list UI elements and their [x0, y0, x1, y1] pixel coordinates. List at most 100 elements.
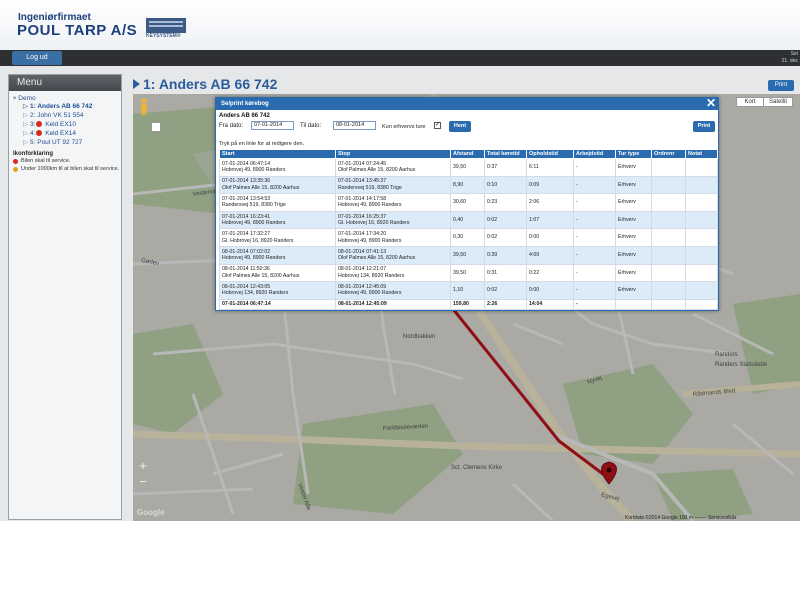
distance-cell: 39,50: [450, 263, 485, 283]
order-number-cell: [651, 263, 686, 283]
map-park: [563, 364, 693, 464]
total-empty-cell: [651, 298, 686, 310]
total-empty-cell: [615, 298, 652, 310]
zoom-out-button[interactable]: −: [139, 474, 147, 489]
trip-row[interactable]: 08-01-2014 12:43:05 Hobrovej 134, 8920 Ra…: [219, 281, 718, 300]
start-address: Olof Palmes Alle 15, 8200 Aarhus: [222, 184, 300, 191]
start-address: Hobrovej 134, 8920 Randers: [222, 290, 289, 297]
to-date-input[interactable]: 08-01-2014: [333, 121, 376, 130]
print-top-button[interactable]: Print: [768, 80, 794, 91]
column-header[interactable]: Stop: [335, 149, 451, 159]
zoom-area-icon[interactable]: [151, 122, 161, 132]
trip-row[interactable]: 08-01-2014 11:50:36 Olof Palmes Alle 15, …: [219, 263, 718, 283]
user-info: Sel 21. dec: [782, 51, 798, 65]
start-time: 08-01-2014 12:43:05: [222, 283, 271, 290]
vehicle-label: Anders AB 66 742: [37, 103, 93, 110]
column-header[interactable]: Ordrenr: [651, 149, 686, 159]
tree-node-icon: ▷: [23, 130, 28, 137]
page-title: 1: Anders AB 66 742: [133, 76, 277, 92]
map-type-satellite-button[interactable]: Satellit: [763, 97, 793, 107]
from-date-input[interactable]: 07-01-2014: [251, 121, 294, 130]
fetch-button[interactable]: Hent: [449, 121, 471, 132]
stay-time-cell: 2:06: [526, 193, 574, 212]
legend-item: Bilen skal til service.: [13, 158, 121, 165]
order-number-cell: [651, 193, 686, 212]
trip-type-cell: Erhverv: [615, 193, 652, 212]
legend-title: Ikonforklaring: [13, 151, 54, 157]
start-address: Randersvej 519, 8380 Trige: [222, 202, 286, 209]
table-header-row: Start Stop Afstand Total køretid Opholdstid A…: [219, 149, 718, 159]
order-number-cell: [651, 281, 686, 300]
distance-cell: 0,30: [450, 228, 485, 247]
drive-time-cell: 0:02: [484, 281, 527, 300]
only-business-checkbox[interactable]: ✓: [434, 122, 441, 129]
edit-instruction: Tryk på en linie for at redigere den.: [219, 141, 305, 147]
pegman-icon[interactable]: [139, 98, 149, 116]
sidebar-vehicle-item[interactable]: ▷ 2: John VK 51 554: [23, 112, 121, 120]
trip-stop-cell: 08-01-2014 12:21:07 Hobrovej 134, 8920 Ra…: [335, 263, 451, 283]
map-road: [133, 430, 800, 458]
column-header[interactable]: Afstand: [450, 149, 485, 159]
column-header[interactable]: Total køretid: [484, 149, 527, 159]
work-time-cell: -: [573, 193, 616, 212]
service-due-icon: [13, 159, 18, 164]
trip-start-cell: 08-01-2014 07:02:02 Hobrovej 49, 8900 Ran…: [219, 245, 336, 265]
sidebar-vehicle-item[interactable]: ▷ 3: Keld EX10: [23, 121, 121, 129]
trip-type-cell: Erhverv: [615, 175, 652, 195]
brand-title: POUL TARP A/S: [17, 22, 138, 39]
trip-start-cell: 08-01-2014 11:50:36 Olof Palmes Alle 15, …: [219, 263, 336, 283]
column-header[interactable]: Tur type: [615, 149, 652, 159]
column-header[interactable]: Arbejdstid: [573, 149, 616, 159]
sidebar-vehicle-item[interactable]: ▷ 1: Anders AB 66 742: [23, 103, 121, 111]
map-label: Egevej: [600, 492, 619, 503]
route-end-marker-icon[interactable]: [601, 461, 617, 485]
map-label: Nyvej: [587, 375, 603, 386]
map-label: Sct. Clemens Kirke: [451, 465, 503, 471]
trip-stop-cell: 07-01-2014 07:24:45 Olof Palmes Alle 15, …: [335, 158, 451, 177]
sidebar: Menu ▾ Demo ▷ 1: Anders AB 66 742 ▷ 2: John …: [8, 74, 122, 520]
tree-node-icon: ▷: [23, 139, 28, 146]
trip-row[interactable]: 07-01-2014 16:23:41 Hobrovej 49, 8900 Ran…: [219, 210, 718, 230]
map-label: Nordbakken: [403, 334, 435, 340]
trip-row[interactable]: 07-01-2014 13:35:36 Olof Palmes Alle 15, …: [219, 175, 718, 195]
stay-time-cell: 0:00: [526, 228, 574, 247]
start-address: Hobrovej 49, 8900 Randers: [222, 255, 286, 262]
map-type-kort-button[interactable]: Kort: [736, 97, 764, 107]
trip-start-cell: 07-01-2014 17:32:27 Gl. Hobrovej 16, 8920…: [219, 228, 336, 247]
sidebar-vehicle-item[interactable]: ▷ 5: Poul UT 92 727: [23, 139, 121, 147]
top-nav-bar: Log ud Sel 21. dec: [0, 50, 800, 66]
column-header[interactable]: Notat: [685, 149, 718, 159]
tree-root-label: Demo: [18, 95, 36, 102]
distance-cell: 30,60: [450, 193, 485, 212]
trip-row[interactable]: 07-01-2014 06:47:14 Hobrovej 49, 8900 Ran…: [219, 158, 718, 177]
trip-start-cell: 07-01-2014 06:47:14 Hobrovej 49, 8900 Ran…: [219, 158, 336, 177]
trip-row[interactable]: 07-01-2014 13:54:53 Randersvej 519, 8380 …: [219, 193, 718, 212]
vehicle-label: Keld EX10: [45, 121, 76, 128]
order-number-cell: [651, 175, 686, 195]
column-header[interactable]: Start: [219, 149, 336, 159]
trip-row[interactable]: 08-01-2014 07:02:02 Hobrovej 49, 8900 Ran…: [219, 245, 718, 265]
map-attribution: Kortdata ©2014 Google 100 m ⸻ Servicevil…: [625, 515, 737, 521]
zoom-in-button[interactable]: +: [139, 458, 147, 473]
column-header[interactable]: Opholdstid: [526, 149, 574, 159]
title-arrow-icon: [133, 79, 140, 89]
sidebar-vehicle-item[interactable]: ▷ 4: Keld EX14: [23, 130, 121, 138]
trip-row[interactable]: 07-01-2014 17:32:27 Gl. Hobrovej 16, 8920…: [219, 228, 718, 247]
tree-root-demo[interactable]: ▾ Demo: [13, 94, 121, 102]
stop-time: 07-01-2014 14:17:58: [338, 195, 387, 202]
stop-address: Hobrovej 49, 8900 Randers: [338, 202, 402, 209]
close-icon[interactable]: ✕: [705, 96, 716, 110]
logout-button[interactable]: Log ud: [12, 51, 62, 65]
vehicle-number: 5:: [30, 139, 36, 146]
trip-type-cell: Erhverv: [615, 245, 652, 265]
total-stay-time-cell: 14:04: [526, 298, 574, 310]
drive-time-cell: 0:23: [484, 193, 527, 212]
work-time-cell: -: [573, 158, 616, 177]
note-cell: [685, 245, 718, 265]
map-label: Gørlev: [141, 258, 160, 267]
note-cell: [685, 158, 718, 177]
print-button[interactable]: Print: [693, 121, 715, 132]
start-address: Olof Palmes Alle 15, 8200 Aarhus: [222, 272, 300, 279]
drive-time-cell: 0:39: [484, 245, 527, 265]
trip-start-cell: 07-01-2014 13:54:53 Randersvej 519, 8380 …: [219, 193, 336, 212]
